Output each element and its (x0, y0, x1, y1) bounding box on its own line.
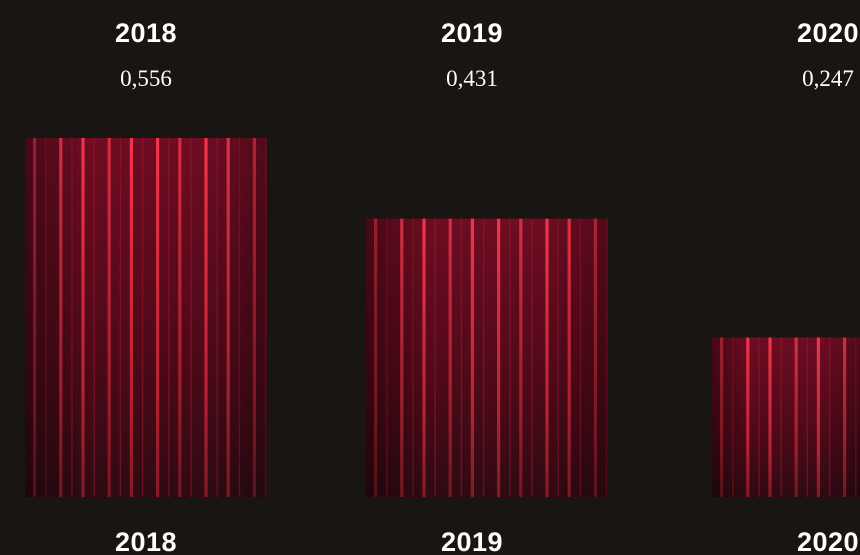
value-label-2020: 0,247 (802, 66, 854, 91)
value-label-2018: 0,556 (120, 66, 172, 91)
top-year-label-2019: 2019 (441, 18, 503, 48)
top-year-label-2018: 2018 (115, 18, 177, 48)
bar-2020 (712, 337, 860, 497)
bottom-year-label-2020: 2020 (797, 527, 859, 555)
value-label-2019: 0,431 (446, 66, 498, 91)
bottom-year-label-2019: 2019 (441, 527, 503, 555)
bottom-year-label-2018: 2018 (115, 527, 177, 555)
bar-2019 (366, 218, 608, 497)
top-year-label-2020: 2020 (797, 18, 859, 48)
bar-2018 (25, 138, 267, 497)
